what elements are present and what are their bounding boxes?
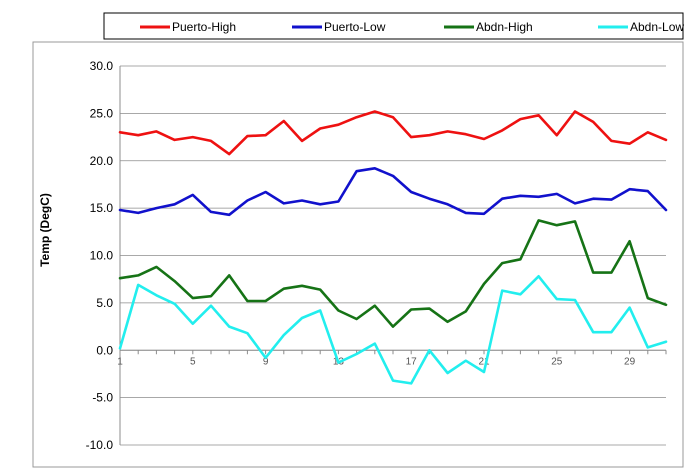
y-tick-label: 20.0	[90, 154, 114, 168]
legend-label: Abdn-Low	[630, 20, 684, 34]
axes: -10.0-5.00.05.010.015.020.025.030.01 5 9 13…	[86, 59, 667, 452]
y-axis-title: Temp (DegC)	[38, 193, 52, 267]
legend-label: Puerto-Low	[324, 20, 386, 34]
y-tick-label: 25.0	[90, 106, 114, 120]
y-tick-label: 15.0	[90, 201, 114, 215]
y-tick-label: -5.0	[92, 391, 113, 405]
x-tick-label: 5	[190, 356, 196, 367]
x-tick-label: 29	[624, 356, 636, 367]
series-line-puerto-low	[118, 167, 668, 217]
y-tick-label: 0.0	[96, 343, 113, 357]
legend: Puerto-High Puerto-Low Abdn-High Abdn-Low	[103, 12, 684, 40]
series-line-abdn-high	[118, 219, 668, 328]
x-tick-label: 25	[551, 356, 563, 367]
y-tick-label: -10.0	[86, 438, 114, 452]
x-tick-label: 17	[406, 356, 418, 367]
plot-frame	[32, 41, 684, 468]
y-tick-label: 30.0	[90, 59, 114, 73]
x-tick-label: 1	[117, 356, 123, 367]
y-tick-label: 5.0	[96, 296, 113, 310]
series-lines	[118, 110, 668, 385]
legend-box	[103, 12, 684, 40]
y-tick-label: 10.0	[90, 249, 114, 263]
x-tick-label: 21	[478, 356, 490, 367]
legend-label: Puerto-High	[172, 20, 236, 34]
legend-label: Abdn-High	[476, 20, 533, 34]
gridlines	[120, 65, 666, 446]
series-line-abdn-low	[118, 274, 668, 385]
x-tick-label: 9	[263, 356, 269, 367]
series-line-puerto-high	[118, 110, 668, 156]
